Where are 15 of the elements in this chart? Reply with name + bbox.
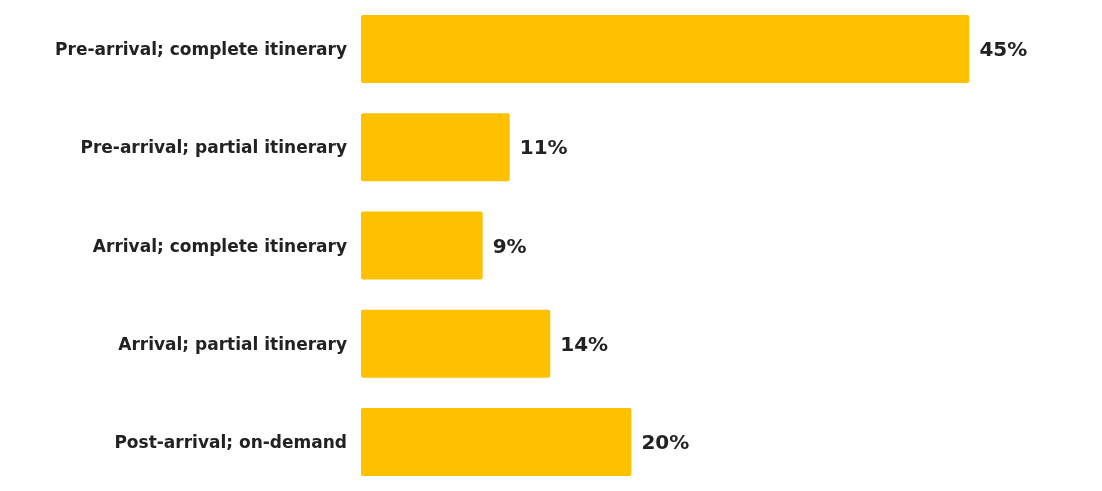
bar xyxy=(361,15,970,84)
y-tick-label: Post-arrival; on-demand xyxy=(114,431,347,452)
data-label: 20% xyxy=(641,429,690,454)
bar xyxy=(361,113,510,182)
data-label: 9% xyxy=(492,233,527,258)
y-tick-label: Pre-arrival; partial itinerary xyxy=(80,137,347,158)
data-label: 14% xyxy=(560,331,609,356)
data-label: 45% xyxy=(979,37,1028,62)
y-tick-label: Arrival; partial itinerary xyxy=(118,333,347,354)
bar xyxy=(361,309,551,378)
y-tick-label: Pre-arrival; complete itinerary xyxy=(55,39,347,60)
bar xyxy=(361,211,483,280)
data-label: 11% xyxy=(519,135,568,160)
y-tick-label: Arrival; complete itinerary xyxy=(92,235,347,256)
bar xyxy=(361,407,632,476)
